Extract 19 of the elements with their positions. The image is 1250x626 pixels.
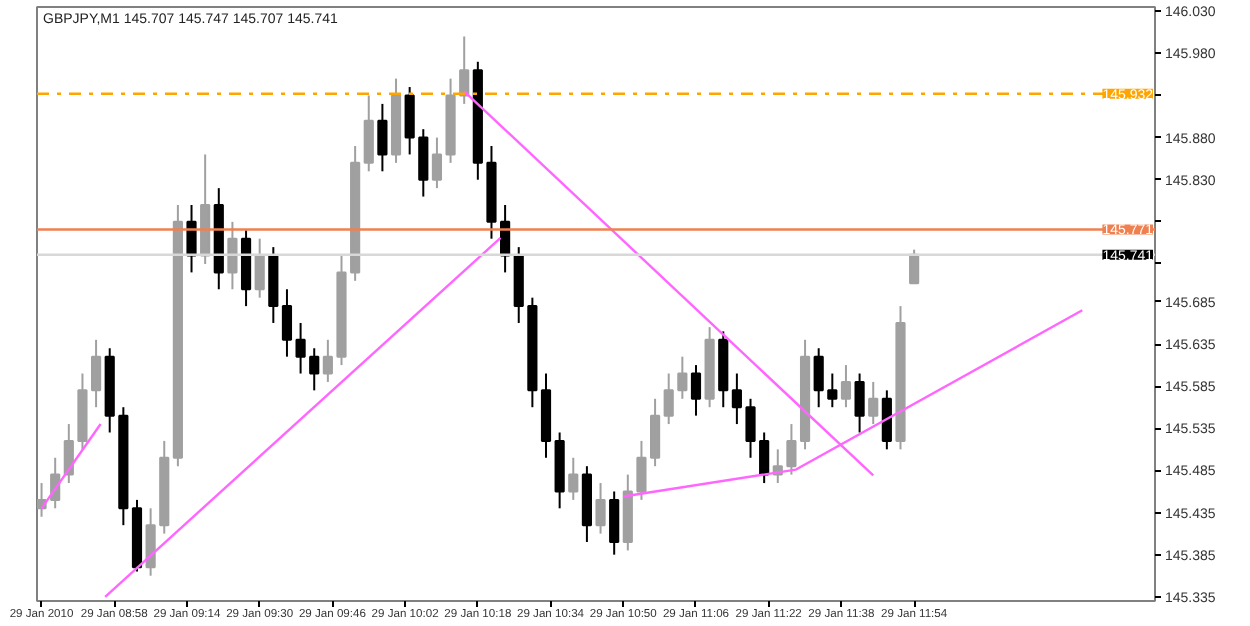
candlestick <box>786 423 797 476</box>
candlestick <box>881 389 892 451</box>
candlestick <box>227 220 238 291</box>
candlestick <box>254 237 265 299</box>
candlestick <box>145 507 156 577</box>
candlestick <box>690 364 702 417</box>
candlestick <box>377 102 388 173</box>
candlestick <box>595 482 606 535</box>
candlestick <box>909 248 920 285</box>
candlestick <box>609 490 620 556</box>
candlestick <box>649 397 661 468</box>
candlestick <box>186 204 197 274</box>
candlestick <box>868 380 879 426</box>
candlestick <box>840 364 852 409</box>
candlestick <box>363 94 374 173</box>
candlestick <box>568 456 579 501</box>
candlestick <box>431 136 443 190</box>
candlestick <box>854 372 865 434</box>
candlestick <box>281 288 293 358</box>
